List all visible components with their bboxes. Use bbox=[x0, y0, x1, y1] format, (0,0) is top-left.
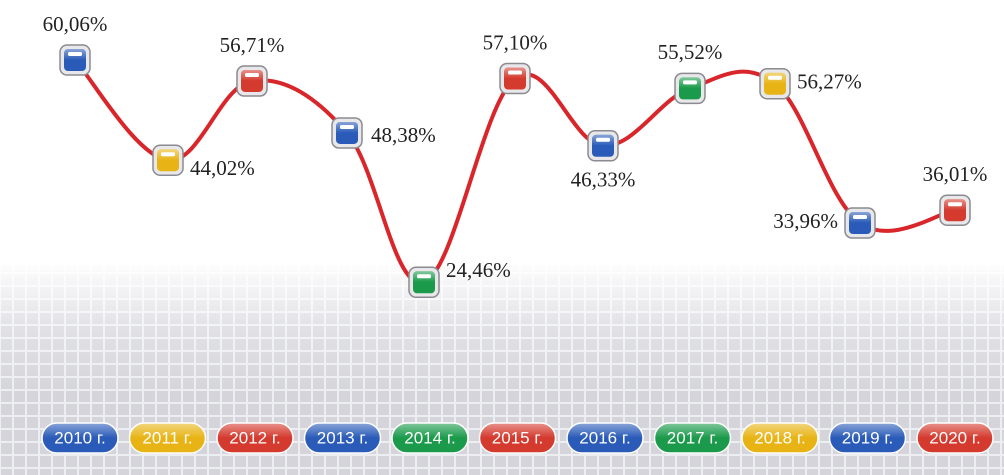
value-label: 57,10% bbox=[483, 30, 548, 54]
value-label: 36,01% bbox=[923, 162, 988, 186]
marker bbox=[408, 266, 440, 299]
category-pill-gloss bbox=[829, 423, 906, 453]
marker-highlight bbox=[245, 72, 259, 77]
x-tick-label: 2014 г. bbox=[404, 428, 455, 447]
marker bbox=[844, 207, 876, 239]
marker bbox=[331, 117, 363, 149]
marker-highlight bbox=[417, 274, 431, 279]
marker-highlight bbox=[948, 202, 962, 207]
line bbox=[73, 58, 956, 285]
marker-highlight bbox=[768, 75, 782, 80]
value-label: 48,38% bbox=[371, 123, 436, 147]
marker-highlight bbox=[508, 70, 522, 75]
value-label: 33,96% bbox=[773, 209, 838, 233]
category-pill-gloss bbox=[479, 423, 556, 453]
marker bbox=[236, 65, 268, 97]
category-pill-gloss bbox=[917, 423, 993, 453]
x-tick-label: 2015 г. bbox=[492, 428, 543, 447]
category-pill-gloss bbox=[654, 423, 731, 453]
x-tick-label: 2010 г. bbox=[54, 428, 105, 447]
category-pill-gloss bbox=[42, 423, 118, 453]
marker bbox=[152, 144, 184, 176]
x-tick-label: 2020 г. bbox=[929, 428, 980, 447]
marker-highlight bbox=[340, 124, 354, 129]
value-label: 56,71% bbox=[220, 33, 285, 57]
x-tick-label: 2017 г. bbox=[667, 428, 718, 447]
marker bbox=[759, 67, 791, 100]
value-label: 24,46% bbox=[446, 258, 511, 282]
marker-highlight bbox=[68, 52, 82, 57]
marker bbox=[674, 72, 706, 105]
x-tick-label: 2013 г. bbox=[317, 428, 368, 447]
marker-highlight bbox=[596, 137, 610, 142]
category-pill-gloss bbox=[304, 423, 381, 453]
marker-highlight bbox=[161, 152, 175, 157]
value-label: 44,02% bbox=[190, 156, 255, 180]
x-tick-label: 2019 г. bbox=[842, 428, 893, 447]
value-label: 55,52% bbox=[658, 40, 723, 64]
category-pill-gloss bbox=[742, 423, 818, 453]
value-label: 46,33% bbox=[571, 168, 636, 192]
marker bbox=[939, 194, 971, 226]
category-pill-gloss bbox=[217, 423, 293, 453]
x-tick-label: 2012 г. bbox=[229, 428, 280, 447]
x-tick-label: 2018 г. bbox=[754, 428, 805, 447]
x-tick-label: 2011 г. bbox=[142, 428, 192, 447]
marker bbox=[499, 62, 531, 95]
category-pill-gloss bbox=[129, 423, 206, 453]
value-label: 56,27% bbox=[797, 70, 862, 94]
value-label: 60,06% bbox=[43, 12, 108, 36]
category-pill-gloss bbox=[567, 423, 643, 453]
category-pill-gloss bbox=[392, 423, 468, 453]
x-tick-label: 2016 г. bbox=[579, 428, 630, 447]
background-pattern bbox=[0, 265, 1004, 475]
marker bbox=[587, 130, 619, 162]
marker-highlight bbox=[853, 214, 867, 219]
marker-highlight bbox=[683, 80, 697, 85]
marker bbox=[59, 44, 91, 76]
